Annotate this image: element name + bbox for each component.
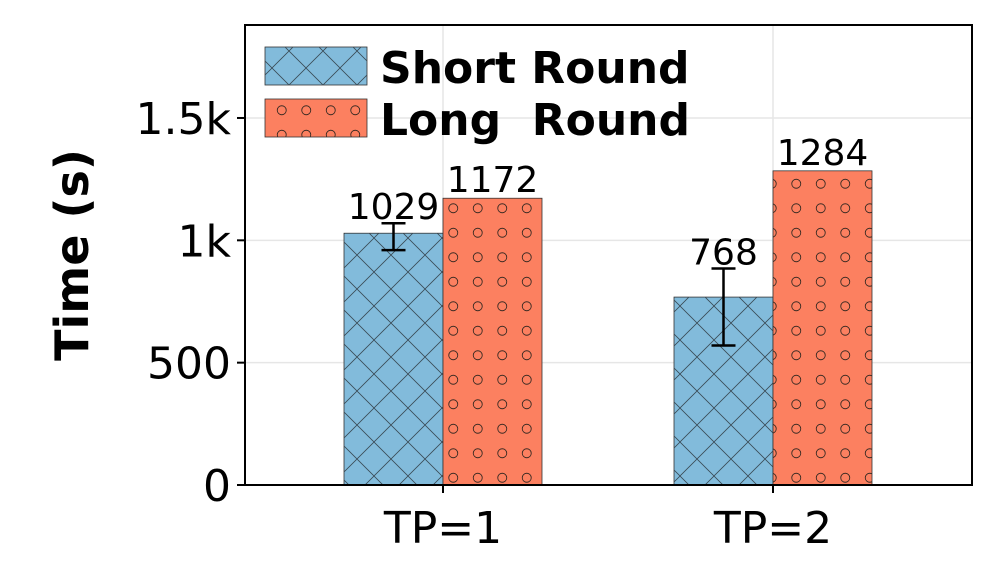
- plot-frame: [244, 24, 973, 486]
- data-label-long-round: 1172: [447, 160, 539, 201]
- legend-label-long-round: Long Round: [380, 95, 690, 146]
- y-axis: 0 500 1k 1.5k: [136, 94, 245, 512]
- bar-pattern-long-round: [773, 170, 872, 486]
- y-tick-label: 1.5k: [136, 94, 232, 145]
- data-labels: 1029 768 1172 1284: [348, 133, 869, 274]
- x-tick-label: TP=1: [383, 503, 502, 554]
- legend: Short Round Long Round: [264, 43, 690, 146]
- bars: [343, 170, 873, 486]
- legend-label-short-round: Short Round: [380, 43, 690, 94]
- legend-item-long-round: Long Round: [264, 95, 690, 146]
- bar-pattern-long-round: [443, 198, 542, 485]
- legend-item-short-round: Short Round: [264, 43, 690, 94]
- data-label-short-round: 768: [689, 232, 758, 273]
- data-label-short-round: 1029: [348, 187, 440, 228]
- x-axis: TP=1 TP=2: [383, 485, 832, 554]
- data-label-long-round: 1284: [777, 133, 869, 174]
- bar-pattern-short-round: [344, 233, 443, 485]
- y-axis-label: Time (s): [45, 149, 99, 361]
- y-tick-label: 1k: [178, 216, 232, 267]
- y-tick-label: 0: [203, 461, 231, 512]
- x-tick-label: TP=2: [713, 503, 832, 554]
- error-bars: [381, 221, 736, 347]
- y-tick-label: 500: [147, 339, 231, 390]
